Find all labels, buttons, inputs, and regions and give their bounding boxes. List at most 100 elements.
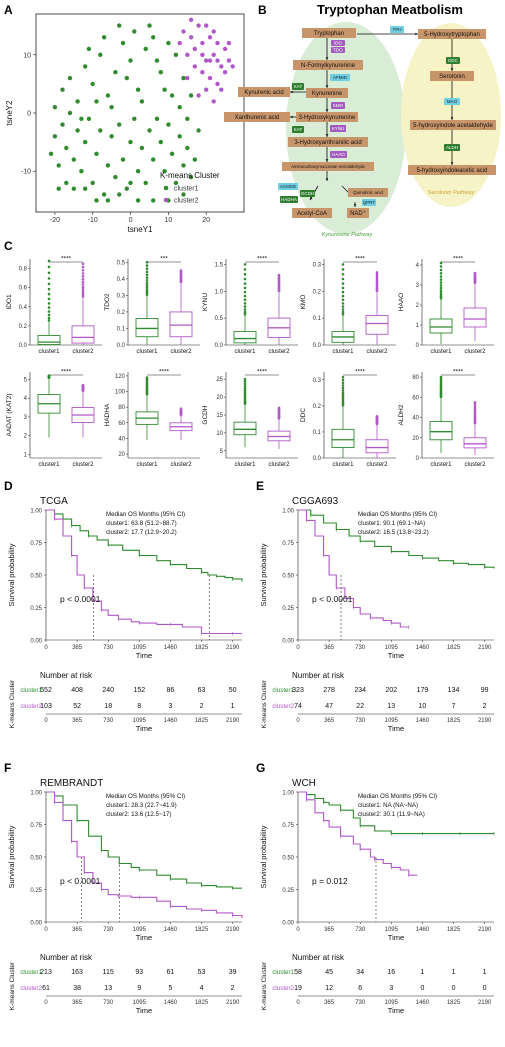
box-outlier (145, 273, 149, 277)
km-xtick-4: 1460 (164, 645, 178, 651)
km-dataset-title: CGGA693 (292, 496, 339, 507)
box-outlier (47, 297, 51, 301)
risk-xtick-5: 1825 (195, 1000, 209, 1006)
risk-xtick-0: 0 (296, 718, 300, 724)
pathway-arrowhead-10 (353, 204, 357, 207)
scatter-point-cluster2-1 (181, 29, 186, 34)
scatter-point-cluster1-7 (83, 139, 88, 145)
scatter-point-cluster1-70 (147, 23, 152, 28)
panel-label-c: C (4, 239, 13, 253)
scatter-point-cluster2-14 (185, 75, 190, 81)
risk-cell: 74 (294, 703, 302, 710)
scatter-point-cluster2-25 (204, 23, 209, 28)
scatter-points (48, 17, 235, 203)
enzyme-box-afmid (330, 74, 350, 81)
risk-xtick-5: 1825 (195, 718, 209, 724)
sig-stars: **** (257, 369, 268, 376)
box-outlier (243, 393, 247, 397)
scatter-legend-title: K-means Cluster (160, 171, 220, 180)
node-box-htp (418, 29, 486, 39)
risk-cell: 16 (387, 969, 395, 976)
risk-cell: 115 (103, 969, 114, 976)
boxplot-ylabel: HAAO (398, 293, 405, 311)
scatter-point-cluster1-64 (94, 99, 99, 104)
panel-label-g: G (256, 761, 265, 775)
scatter-point-cluster1-55 (143, 46, 148, 52)
boxplot-ytick-3: 0.3 (117, 293, 126, 299)
risk-cell: 2 (200, 703, 204, 710)
boxplot-ylabel: TDO2 (104, 293, 111, 311)
risk-cell: 7 (452, 703, 456, 710)
km-xtick-2: 730 (103, 927, 114, 933)
risk-cell: 52 (73, 703, 81, 710)
box-outlier (277, 406, 281, 410)
km-panel-e: E CGGA693 0.00 0.25 0.50 0.75 1.00 0 365 730 1095 1… (256, 479, 495, 733)
km-legend-cluster1: cluster1: 28.3 (22.7~41.9) (106, 802, 177, 809)
box-iqr (233, 421, 257, 436)
km-xtick-6: 2190 (226, 927, 240, 933)
enzyme-box-ido (331, 40, 345, 46)
scatter-point-cluster1-40 (94, 198, 99, 203)
boxplot-ytick-3: 60 (412, 395, 419, 401)
box-outlier (439, 268, 443, 272)
risk-row-label-cluster2: cluster2 (272, 703, 294, 710)
km-xtick-3: 1095 (385, 645, 399, 651)
scatter-point-cluster1-56 (151, 35, 156, 40)
enzyme-box-tph (390, 26, 404, 33)
box-iqr (233, 331, 257, 344)
scatter-point-cluster2-5 (196, 23, 201, 28)
box-cluster1 (233, 377, 257, 448)
box-outlier (145, 290, 149, 293)
risk-cell: 45 (325, 969, 333, 976)
km-pvalue: p < 0.0001 (312, 594, 353, 604)
box-outlier (473, 409, 477, 412)
scatter-ytick-1: 0 (27, 111, 31, 118)
scatter-point-cluster1-8 (86, 116, 92, 122)
scatter-point-cluster1-69 (132, 29, 137, 34)
km-dataset-title: REMBRANDT (40, 778, 103, 789)
scatter-point-cluster1-58 (166, 40, 171, 46)
km-ylabel: Survival probability (259, 543, 268, 606)
scatter-point-cluster1-18 (124, 186, 129, 191)
enzyme-box-gcdh (300, 190, 315, 197)
box-outlier (47, 259, 51, 263)
boxplot-tdo2: 0.0 0.1 0.2 0.3 0.4 0.5 TDO2 cluster1 cluster2 **… (104, 256, 200, 355)
scatter-point-cluster1-59 (173, 52, 179, 57)
boxplot-xtick-cluster2: cluster2 (464, 462, 486, 468)
box-iqr (365, 439, 389, 454)
scatter-point-cluster1-26 (154, 116, 160, 122)
risk-xlabel: Time (136, 1006, 152, 1015)
risk-xtick-5: 1825 (447, 718, 461, 724)
box-outlier (145, 270, 149, 274)
scatter-point-cluster1-21 (135, 169, 141, 174)
scatter-point-cluster1-25 (151, 157, 156, 162)
legend-swatch-cluster2 (163, 197, 169, 203)
scatter-point-cluster2-18 (215, 81, 220, 87)
km-xtick-6: 2190 (478, 927, 492, 933)
box-outlier (47, 319, 51, 322)
scatter-point-cluster1-36 (56, 163, 61, 168)
risk-xtick-2: 730 (103, 1000, 114, 1006)
node-acoa: Acetyl-CoA (297, 211, 327, 217)
scatter-point-cluster1-57 (158, 70, 163, 75)
node-htp: 5-Hydroxytryptophan (424, 32, 480, 38)
pathway-arrowhead-5 (325, 178, 329, 181)
scatter-point-cluster1-23 (143, 180, 148, 186)
scatter-point-cluster2-24 (188, 17, 194, 22)
km-xtick-2: 730 (103, 645, 114, 651)
km-ytick-4: 1.00 (30, 508, 42, 514)
boxplot-ytick-2: 0.2 (313, 289, 322, 295)
risk-cell: 552 (40, 687, 52, 694)
scatter-point-cluster1-60 (181, 75, 186, 81)
boxplot-ytick-0: 0 (416, 343, 420, 349)
boxplot-ylabel: DDC (300, 408, 307, 422)
scatter-point-cluster1-74 (177, 105, 182, 110)
km-legend-cluster2: cluster2: 30.1 (11.9~NA) (358, 811, 425, 818)
risk-cell: 13 (387, 703, 395, 710)
boxplot-ytick-2: 2 (416, 303, 420, 309)
box-outlier (81, 280, 85, 284)
scatter-point-cluster1-72 (162, 87, 167, 92)
node-nad: NAD⁺ (350, 210, 366, 217)
boxplot-hadha: 20 40 60 80 100 120 HADHA cluster1 cluster2 **** (104, 369, 200, 468)
box-outlier (47, 287, 51, 291)
